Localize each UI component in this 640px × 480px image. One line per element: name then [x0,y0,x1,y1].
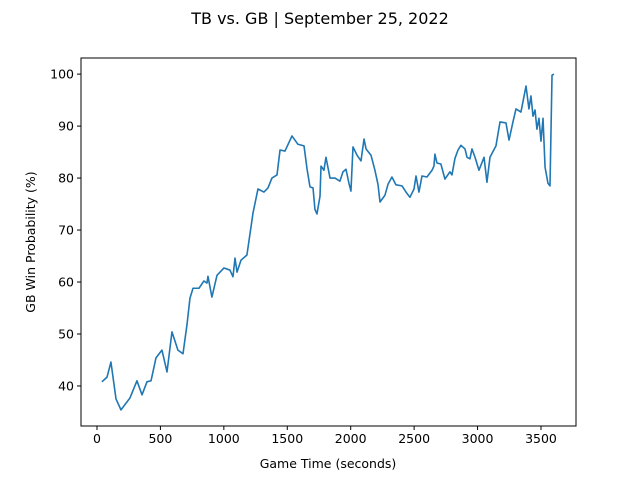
y-tick-label: 70 [58,223,74,238]
y-axis-label: GB Win Probability (%) [23,171,38,312]
y-tick-label: 100 [50,67,74,82]
x-tick-label: 2500 [398,431,430,446]
x-tick-label: 3000 [462,431,494,446]
y-tick-label: 90 [58,119,74,134]
y-tick-label: 80 [58,171,74,186]
y-tick-label: 40 [58,378,74,393]
x-tick-label: 1000 [208,431,240,446]
x-tick-label: 2000 [335,431,367,446]
chart-title: TB vs. GB | September 25, 2022 [190,9,449,28]
data-line [101,73,555,411]
plot-frame [80,57,577,427]
x-tick-label: 0 [93,431,101,446]
x-tick-label: 3500 [525,431,557,446]
x-tick-label: 500 [148,431,172,446]
x-tick-label: 1500 [271,431,303,446]
x-axis-label: Game Time (seconds) [260,456,397,471]
y-tick-label: 60 [58,275,74,290]
y-tick-label: 50 [58,327,74,342]
